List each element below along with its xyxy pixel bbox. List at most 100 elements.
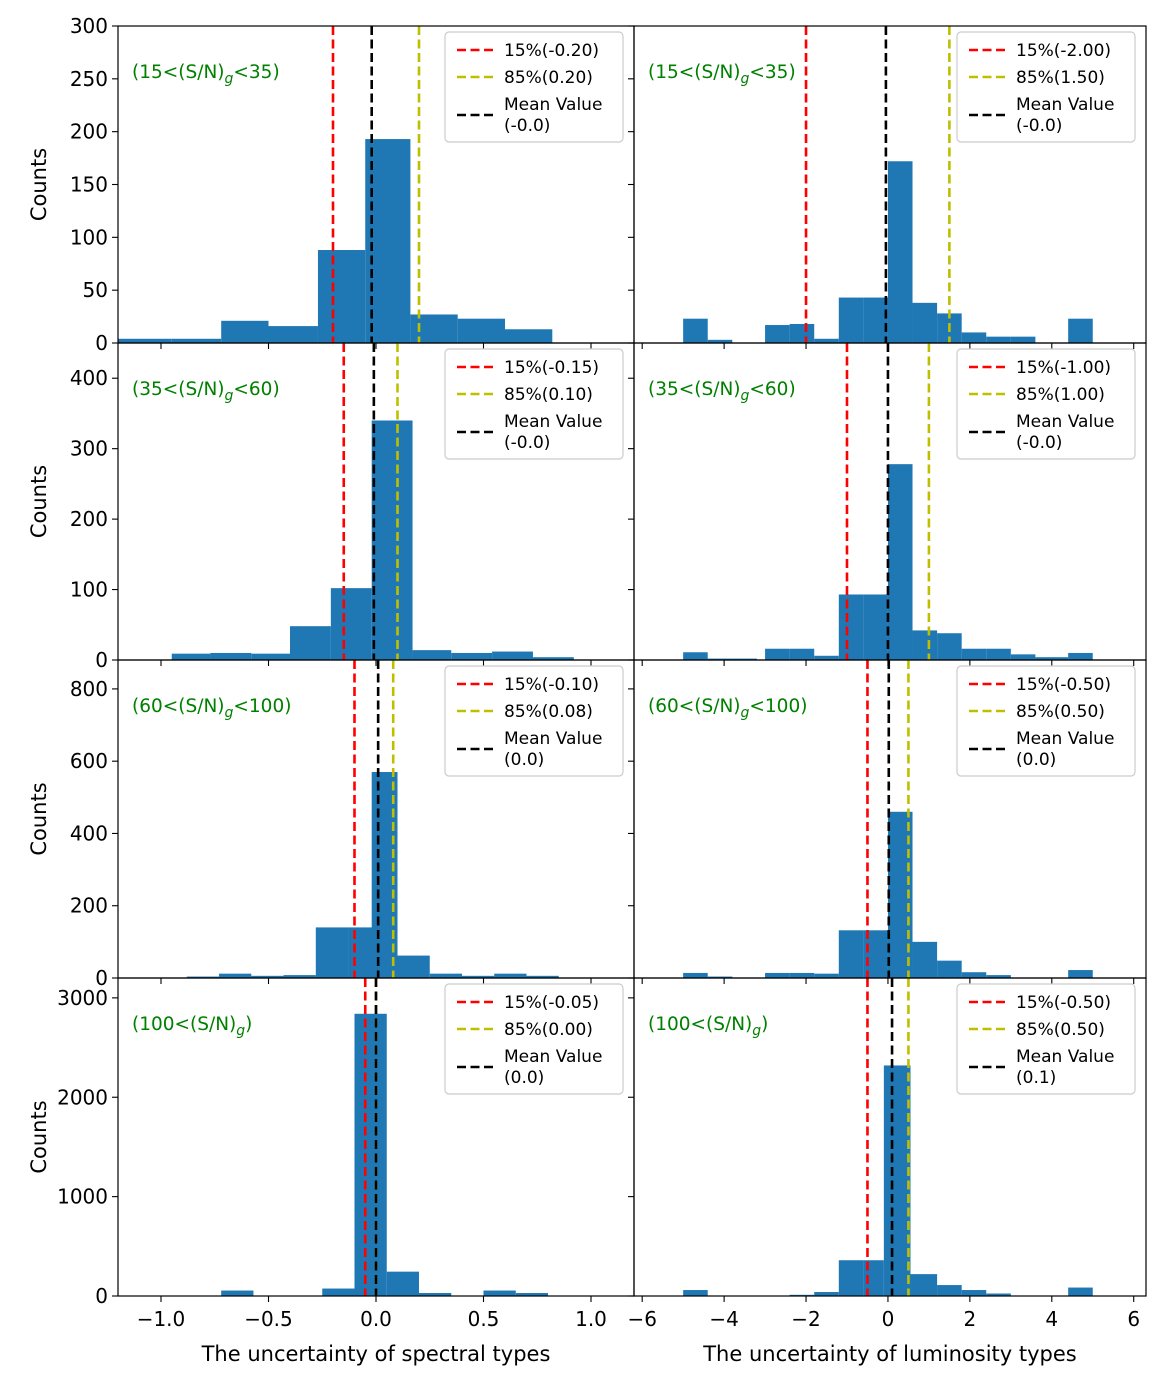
histogram-bar <box>986 336 1011 343</box>
histogram-bar <box>283 975 316 978</box>
x-axis-label-luminosity: The uncertainty of luminosity types <box>702 1342 1077 1366</box>
mean-legend-label: Mean Value <box>504 729 602 749</box>
histogram-bar <box>887 464 913 660</box>
histogram-bar <box>765 648 790 660</box>
histogram-bar <box>683 1290 708 1296</box>
panel-luminosity-row2: (35<(S/N)g<60) 15%(-1.00) 85%(1.00) Mean Va… <box>628 342 1147 666</box>
histogram-bar <box>483 1290 516 1296</box>
snr-annotation: (15<(S/N)g<35) <box>648 62 796 87</box>
mean-legend-label: Mean Value <box>1016 1047 1114 1067</box>
legend: 15%(-1.00) 85%(1.00) Mean Value(-0.0) <box>956 348 1136 460</box>
histogram-bar <box>683 972 708 978</box>
y-tick-label: 600 <box>70 749 108 773</box>
histogram-bar <box>251 975 284 978</box>
y-tick-label: 200 <box>70 894 108 918</box>
y-tick-label: 0 <box>95 648 108 672</box>
mean-legend-value: (-0.0) <box>1016 116 1062 136</box>
histogram-bar <box>937 633 962 660</box>
histogram-bar <box>912 302 938 343</box>
histogram-bar <box>732 658 757 660</box>
y-tick-label: 50 <box>83 278 108 302</box>
histogram-bar <box>210 652 252 660</box>
histogram-bar <box>457 318 505 343</box>
histogram-bar <box>410 314 458 343</box>
histogram-bar <box>1068 1287 1093 1296</box>
histogram-bar <box>814 973 839 978</box>
histogram-bar <box>789 648 815 660</box>
histogram-bar <box>961 1290 987 1296</box>
snr-annotation: (60<(S/N)g<100) <box>132 696 291 721</box>
mean-legend-value: (-0.0) <box>504 116 550 136</box>
y-tick-label: 300 <box>70 14 108 38</box>
mean-legend-label: Mean Value <box>504 1047 602 1067</box>
legend: 15%(-0.05) 85%(0.00) Mean Value(0.0) <box>444 983 624 1095</box>
x-tick-label: 1.0 <box>575 1307 607 1331</box>
legend: 15%(-0.20) 85%(0.20) Mean Value(-0.0) <box>444 31 624 143</box>
panel-luminosity-row3: (60<(S/N)g<100) 15%(-0.50) 85%(0.50) Mean V… <box>628 659 1147 984</box>
y-tick-label: 400 <box>70 366 108 390</box>
histogram-bar <box>887 161 913 343</box>
p85-legend-label: 85%(0.10) <box>504 385 593 405</box>
histogram-bar <box>371 420 413 660</box>
p15-legend-label: 15%(-0.15) <box>504 358 599 378</box>
histogram-bar <box>789 323 815 343</box>
histogram-bar <box>1035 657 1069 660</box>
y-axis-label: Counts <box>27 782 51 855</box>
histogram-bar <box>765 325 790 343</box>
panel-spectral-row1: 0 50 100 150 200 250 300 Counts (15<(S/N)g<35) 15… <box>27 14 635 355</box>
y-tick-label: 0 <box>95 331 108 355</box>
histogram-bar <box>986 648 1011 660</box>
histogram-bar <box>937 960 962 978</box>
y-tick-label: 100 <box>70 578 108 602</box>
y-tick-label: 150 <box>70 173 108 197</box>
histogram-bar <box>838 297 864 343</box>
panel-luminosity-row1: (15<(S/N)g<35) 15%(-2.00) 85%(1.50) Mean Va… <box>628 25 1147 349</box>
p15-legend-label: 15%(-0.05) <box>504 993 599 1013</box>
histogram-bar <box>683 318 708 343</box>
legend: 15%(-0.15) 85%(0.10) Mean Value(-0.0) <box>444 348 624 460</box>
y-tick-label: 200 <box>70 507 108 531</box>
histogram-bar <box>683 652 708 660</box>
mean-legend-value: (-0.0) <box>1016 433 1062 453</box>
histogram-bar <box>961 972 987 978</box>
panel-spectral-row3: 0 200 400 600 800 Counts (60<(S/N)g<100) 15%(-0… <box>27 659 635 990</box>
histogram-bar <box>912 630 938 660</box>
p85-legend-label: 85%(0.00) <box>504 1020 593 1040</box>
histogram-bar <box>707 339 733 343</box>
histogram-bar <box>1068 970 1093 978</box>
p85-legend-label: 85%(0.50) <box>1016 1020 1105 1040</box>
p15-legend-label: 15%(-0.50) <box>1016 993 1111 1013</box>
legend: 15%(-0.50) 85%(0.50) Mean Value(0.1) <box>956 983 1136 1095</box>
mean-legend-value: (0.0) <box>1016 750 1056 770</box>
histogram-bar <box>789 972 815 978</box>
histogram-bar <box>814 338 839 343</box>
histogram-bar <box>910 1274 938 1296</box>
histogram-bar <box>814 655 839 660</box>
x-tick-label: 2 <box>964 1307 977 1331</box>
histogram-bar <box>515 1293 548 1296</box>
p15-legend-label: 15%(-0.20) <box>504 41 599 61</box>
p85-legend-label: 85%(0.50) <box>1016 702 1105 722</box>
histogram-bar <box>883 1065 911 1296</box>
histogram-bar <box>365 139 411 343</box>
legend: 15%(-0.10) 85%(0.08) Mean Value(0.0) <box>444 665 624 777</box>
histogram-bar <box>219 973 252 978</box>
histogram-bar <box>1010 336 1036 343</box>
histogram-bar <box>961 332 987 343</box>
histogram-bar <box>863 297 888 343</box>
histogram-bar <box>315 927 349 978</box>
histogram-bar <box>186 976 220 978</box>
y-tick-label: 0 <box>95 1284 108 1308</box>
mean-legend-value: (-0.0) <box>504 433 550 453</box>
histogram-bar <box>765 972 790 978</box>
x-tick-label: 0.0 <box>360 1307 392 1331</box>
panel-spectral-row2: 0 100 200 300 400 Counts (35<(S/N)g<60) 15%(-0.… <box>27 342 635 672</box>
snr-annotation: (15<(S/N)g<35) <box>132 62 280 87</box>
snr-annotation: (60<(S/N)g<100) <box>648 696 807 721</box>
y-tick-label: 100 <box>70 225 108 249</box>
y-tick-label: 400 <box>70 821 108 845</box>
mean-legend-label: Mean Value <box>1016 729 1114 749</box>
y-tick-label: 200 <box>70 120 108 144</box>
p85-legend-label: 85%(1.00) <box>1016 385 1105 405</box>
histogram-bar <box>221 1290 254 1296</box>
